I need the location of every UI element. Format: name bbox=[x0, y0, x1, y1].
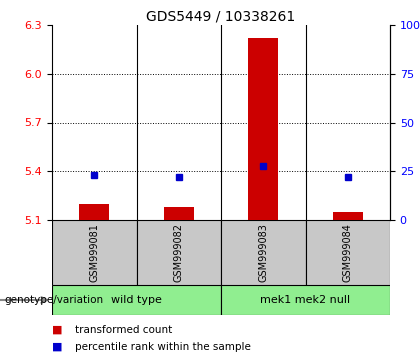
Bar bbox=[164, 207, 194, 220]
Text: GSM999082: GSM999082 bbox=[174, 223, 184, 282]
Text: GSM999084: GSM999084 bbox=[343, 223, 353, 282]
Bar bbox=[221, 220, 305, 285]
Text: genotype/variation: genotype/variation bbox=[4, 295, 103, 305]
Text: GSM999081: GSM999081 bbox=[89, 223, 99, 282]
Bar bbox=[221, 285, 390, 315]
Text: transformed count: transformed count bbox=[75, 325, 172, 335]
Bar bbox=[333, 212, 362, 220]
Text: ■: ■ bbox=[52, 325, 63, 335]
Text: ■: ■ bbox=[52, 342, 63, 352]
Bar bbox=[249, 38, 278, 220]
Text: percentile rank within the sample: percentile rank within the sample bbox=[75, 342, 251, 352]
Text: GSM999083: GSM999083 bbox=[258, 223, 268, 282]
Text: wild type: wild type bbox=[111, 295, 162, 305]
Bar bbox=[52, 220, 136, 285]
Text: mek1 mek2 null: mek1 mek2 null bbox=[260, 295, 351, 305]
Bar bbox=[79, 204, 109, 220]
Bar bbox=[52, 285, 221, 315]
Bar bbox=[305, 220, 390, 285]
Title: GDS5449 / 10338261: GDS5449 / 10338261 bbox=[147, 10, 296, 24]
Bar bbox=[136, 220, 221, 285]
